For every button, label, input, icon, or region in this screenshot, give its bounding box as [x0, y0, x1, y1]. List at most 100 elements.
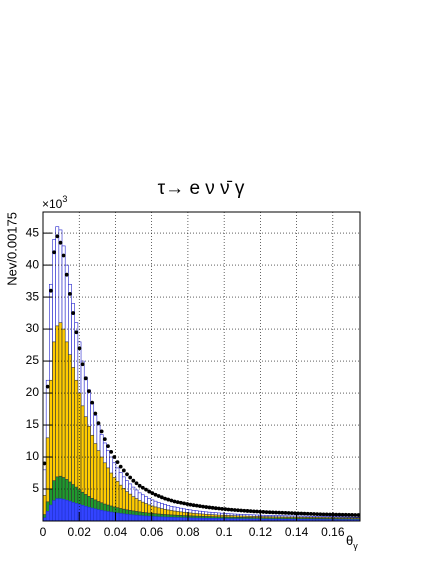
- data-point: [296, 511, 301, 516]
- data-point: [347, 512, 351, 517]
- histogram-bin: [58, 498, 63, 522]
- data-point: [270, 510, 275, 515]
- y-tick-label: 30: [26, 321, 40, 335]
- x-axis-label-main: θ: [346, 533, 353, 548]
- histogram-bin: [128, 514, 133, 522]
- histogram-bin: [87, 506, 91, 522]
- data-point: [207, 505, 212, 510]
- data-point: [343, 512, 348, 517]
- histogram-bin: [144, 515, 148, 522]
- data-point: [229, 507, 234, 512]
- histogram-bin: [156, 516, 161, 522]
- plot-frame: [42, 211, 361, 522]
- x-tick-label: 0.08: [176, 525, 200, 539]
- y-multiplier: ×103: [42, 194, 67, 211]
- data-point: [280, 510, 285, 515]
- data-point: [242, 508, 247, 513]
- data-point: [213, 506, 218, 511]
- histogram-bin: [109, 511, 114, 522]
- data-point: [42, 461, 47, 466]
- data-point: [299, 511, 304, 516]
- data-point: [58, 240, 63, 245]
- data-point: [96, 421, 101, 426]
- data-point: [80, 362, 85, 367]
- data-point: [147, 489, 152, 494]
- data-point: [112, 455, 117, 459]
- data-point: [318, 512, 323, 517]
- data-point: [261, 510, 266, 514]
- data-point: [337, 512, 342, 517]
- data-point: [327, 512, 332, 517]
- data-point: [356, 513, 361, 517]
- data-point: [175, 500, 180, 505]
- histogram-bin: [49, 504, 53, 522]
- data-point: [153, 492, 158, 497]
- histogram-bin: [55, 498, 60, 522]
- data-point: [308, 511, 313, 516]
- data-point: [277, 510, 282, 515]
- data-point: [258, 509, 263, 514]
- y-tick-label: 15: [26, 417, 40, 431]
- data-point: [49, 288, 53, 293]
- data-point: [264, 510, 269, 515]
- data-point: [169, 498, 174, 503]
- data-point: [93, 411, 98, 416]
- histogram-bin: [45, 511, 50, 522]
- x-tick-label: 0.16: [321, 525, 345, 539]
- data-point: [55, 234, 60, 239]
- data-point: [245, 509, 250, 513]
- histogram-bin: [147, 515, 152, 522]
- data-point: [140, 485, 145, 490]
- data-point: [293, 511, 297, 516]
- data-point: [321, 512, 326, 517]
- histogram-bin: [68, 500, 72, 522]
- histogram-bin: [125, 513, 129, 522]
- data-point: [137, 483, 142, 488]
- data-point: [353, 513, 358, 517]
- histogram-bin: [52, 500, 56, 522]
- data-point: [289, 511, 294, 516]
- data-point: [226, 507, 231, 512]
- histogram-bin: [118, 513, 123, 522]
- data-point: [283, 510, 288, 515]
- histogram-bin: [179, 517, 183, 522]
- histogram-bin: [64, 499, 69, 522]
- data-point: [236, 508, 240, 513]
- data-point: [156, 494, 161, 498]
- histogram-bin: [74, 503, 79, 522]
- data-point: [90, 400, 95, 405]
- data-point: [312, 512, 316, 516]
- data-point: [223, 507, 228, 512]
- data-point: [87, 389, 91, 394]
- histogram-bin: [106, 511, 110, 522]
- y-multiplier-base: ×10: [42, 197, 63, 211]
- data-point: [106, 444, 110, 449]
- data-point: [144, 487, 148, 492]
- data-point: [64, 272, 69, 277]
- histogram-bin: [115, 512, 120, 522]
- data-point: [188, 502, 193, 507]
- data-point: [61, 253, 66, 258]
- histogram-bin: [121, 513, 126, 522]
- data-point: [255, 509, 259, 514]
- data-point: [198, 504, 202, 509]
- histogram-bin: [137, 515, 142, 522]
- x-tick-label: 0.02: [68, 525, 92, 539]
- data-point: [172, 499, 177, 504]
- data-point: [134, 481, 139, 486]
- x-tick-label: 0.1: [216, 525, 233, 539]
- histogram-bin: [93, 508, 98, 522]
- data-point: [71, 311, 76, 315]
- data-point: [239, 508, 244, 513]
- data-point: [159, 495, 164, 500]
- data-point: [248, 509, 253, 514]
- data-point: [350, 513, 354, 517]
- y-tick-label: 5: [32, 481, 39, 495]
- y-axis-label: Nev/0.00175: [4, 212, 19, 286]
- histogram-bin: [169, 516, 174, 522]
- data-point: [274, 510, 278, 515]
- x-tick-label: 0.04: [104, 525, 128, 539]
- data-point: [115, 460, 120, 465]
- histogram-bin: [166, 516, 171, 522]
